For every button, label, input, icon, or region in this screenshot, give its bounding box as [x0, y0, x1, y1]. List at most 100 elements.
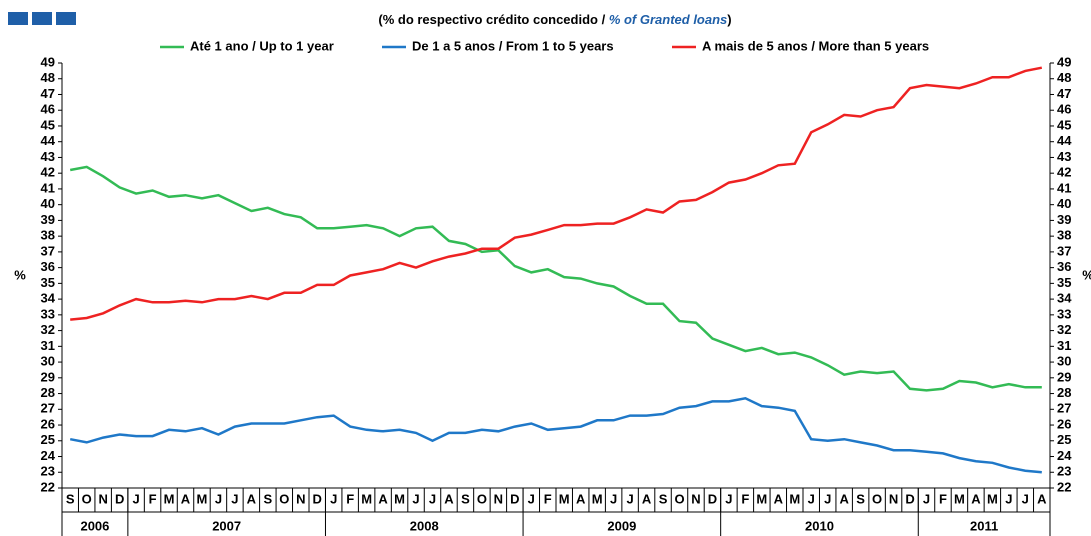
y2-tick-label: 29 — [1057, 369, 1071, 384]
x-tick-label: A — [247, 491, 257, 506]
y-tick-label: 38 — [41, 228, 55, 243]
y2-tick-label: 31 — [1057, 338, 1071, 353]
x-tick-label: O — [872, 491, 882, 506]
x-tick-label: M — [394, 491, 405, 506]
x-tick-label: D — [115, 491, 124, 506]
x-tick-label: D — [905, 491, 914, 506]
y2-tick-label: 45 — [1057, 117, 1071, 132]
year-label: 2008 — [410, 518, 439, 533]
series-line — [69, 165, 1042, 392]
y2-tick-label: 41 — [1057, 180, 1071, 195]
x-tick-label: A — [181, 491, 191, 506]
y2-tick-label: 37 — [1057, 243, 1071, 258]
x-tick-label: S — [659, 491, 668, 506]
y2-tick-label: 36 — [1057, 259, 1071, 274]
x-tick-label: M — [559, 491, 570, 506]
x-tick-label: J — [231, 491, 238, 506]
x-tick-label: O — [477, 491, 487, 506]
year-label: 2009 — [607, 518, 636, 533]
y2-tick-label: 38 — [1057, 228, 1071, 243]
y2-tick-label: 46 — [1057, 102, 1071, 117]
y2-tick-label: 27 — [1057, 401, 1071, 416]
y-tick-label: 34 — [41, 291, 56, 306]
x-tick-label: J — [923, 491, 930, 506]
y2-tick-label: 39 — [1057, 212, 1071, 227]
y-tick-label: 48 — [41, 70, 55, 85]
y-tick-label: 40 — [41, 196, 55, 211]
x-tick-label: S — [461, 491, 470, 506]
x-tick-label: O — [279, 491, 289, 506]
x-tick-label: N — [98, 491, 107, 506]
y-tick-label: 30 — [41, 354, 55, 369]
y2-tick-label: 35 — [1057, 275, 1071, 290]
y2-tick-label: 30 — [1057, 354, 1071, 369]
y-tick-label: 29 — [41, 369, 55, 384]
y2-tick-label: 22 — [1057, 479, 1071, 494]
x-tick-label: J — [610, 491, 617, 506]
x-tick-label: M — [756, 491, 767, 506]
x-tick-label: A — [1037, 491, 1047, 506]
x-tick-label: F — [149, 491, 157, 506]
year-label: 2006 — [80, 518, 109, 533]
x-tick-label: M — [789, 491, 800, 506]
y-tick-label: 49 — [41, 54, 55, 69]
x-tick-label: S — [263, 491, 272, 506]
x-tick-label: J — [808, 491, 815, 506]
title-pt: (% do respectivo crédito concedido / — [378, 12, 608, 27]
y-tick-label: 46 — [41, 102, 55, 117]
y-tick-label: 43 — [41, 149, 55, 164]
x-tick-label: M — [197, 491, 208, 506]
y-tick-label: 24 — [41, 448, 56, 463]
y-axis-label: % — [14, 267, 26, 282]
x-tick-label: N — [889, 491, 898, 506]
y2-tick-label: 23 — [1057, 464, 1071, 479]
y-tick-label: 42 — [41, 165, 55, 180]
legend-label: De 1 a 5 anos / From 1 to 5 years — [412, 38, 614, 53]
y-tick-label: 47 — [41, 86, 55, 101]
y2-tick-label: 48 — [1057, 70, 1071, 85]
title-suffix: ) — [727, 12, 731, 27]
y-tick-label: 39 — [41, 212, 55, 227]
x-tick-label: J — [626, 491, 633, 506]
legend-label: A mais de 5 anos / More than 5 years — [702, 38, 929, 53]
x-tick-label: A — [378, 491, 388, 506]
x-tick-label: D — [313, 491, 322, 506]
x-tick-label: M — [164, 491, 175, 506]
x-tick-label: F — [939, 491, 947, 506]
chart-title: (% do respectivo crédito concedido / % o… — [378, 12, 731, 27]
y2-tick-label: 33 — [1057, 306, 1071, 321]
x-tick-label: A — [642, 491, 652, 506]
y2-tick-label: 26 — [1057, 416, 1071, 431]
y-tick-label: 33 — [41, 306, 55, 321]
x-tick-label: D — [510, 491, 519, 506]
y-tick-label: 36 — [41, 259, 55, 274]
x-tick-label: M — [592, 491, 603, 506]
series-line — [70, 66, 1043, 321]
y-tick-label: 26 — [41, 416, 55, 431]
y-tick-label: 27 — [41, 401, 55, 416]
x-tick-label: M — [954, 491, 965, 506]
y2-tick-label: 24 — [1057, 448, 1072, 463]
x-tick-label: J — [429, 491, 436, 506]
logo-block — [8, 12, 28, 25]
y2-tick-label: 28 — [1057, 385, 1071, 400]
x-tick-label: D — [708, 491, 717, 506]
y2-tick-label: 40 — [1057, 196, 1071, 211]
x-tick-label: A — [971, 491, 981, 506]
y2-tick-label: 25 — [1057, 432, 1071, 447]
y-tick-label: 31 — [41, 338, 55, 353]
x-tick-label: O — [82, 491, 92, 506]
x-tick-label: J — [132, 491, 139, 506]
y2-tick-label: 47 — [1057, 86, 1071, 101]
y2-tick-label: 32 — [1057, 322, 1071, 337]
x-tick-label: J — [1005, 491, 1012, 506]
logo-block — [32, 12, 52, 25]
x-tick-label: N — [296, 491, 305, 506]
x-tick-label: J — [528, 491, 535, 506]
x-tick-label: J — [330, 491, 337, 506]
y-tick-label: 45 — [41, 117, 55, 132]
x-tick-label: M — [987, 491, 998, 506]
y2-tick-label: 44 — [1057, 133, 1072, 148]
y-tick-label: 22 — [41, 479, 55, 494]
x-tick-label: J — [1022, 491, 1029, 506]
